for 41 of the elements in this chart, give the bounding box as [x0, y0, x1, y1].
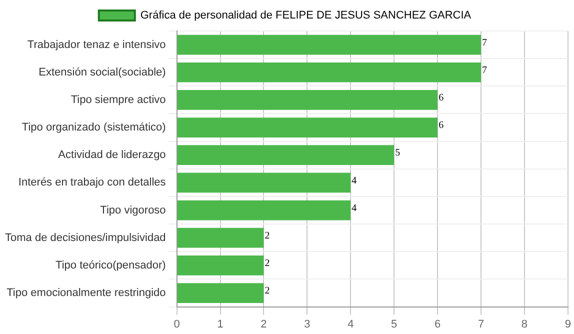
data-label: 6 [438, 120, 444, 132]
data-label: 2 [264, 286, 270, 297]
y-tick-label: Tipo emocionalmente restringido [6, 287, 166, 300]
x-tick-label: 0 [174, 318, 180, 330]
y-tick-label: Trabajador tenaz e intensivo [27, 38, 166, 51]
x-tick-label: 7 [478, 318, 484, 330]
data-label: 7 [482, 64, 488, 76]
bar [177, 228, 264, 248]
y-tick-label: Tipo siempre activo [70, 94, 166, 106]
x-tick-label: 3 [304, 318, 310, 330]
legend-label: Gráfica de personalidad de FELIPE DE JESUS SANCHEZ GARCIA [140, 10, 472, 22]
y-tick-label: Toma de decisiones/impulsividad [4, 232, 166, 244]
bar [177, 145, 394, 166]
y-tick-label: Actividad de liderazgo [58, 149, 166, 162]
x-tick-label: 4 [348, 318, 354, 330]
data-label: 2 [264, 230, 270, 242]
bar [177, 256, 264, 276]
bar [177, 118, 438, 138]
bar [177, 200, 351, 220]
x-tick-label: 2 [260, 318, 267, 330]
y-tick-label: Tipo organizado (sistemático) [22, 122, 166, 134]
x-tick-label: 9 [564, 318, 572, 330]
bar [177, 62, 482, 82]
y-tick-label: Tipo vigoroso [100, 204, 166, 216]
x-tick-label: 1 [217, 318, 224, 330]
data-label: 7 [482, 37, 488, 48]
data-label: 5 [395, 148, 400, 159]
x-tick-label: 6 [434, 318, 441, 330]
data-label: 6 [438, 92, 444, 104]
x-tick-label: 8 [521, 318, 528, 330]
bar [177, 90, 438, 110]
bar [177, 283, 264, 303]
y-tick-label: Tipo teórico(pensador) [56, 259, 166, 272]
data-label: 2 [264, 258, 270, 270]
y-tick-label: Extensión social(sociable) [38, 66, 166, 78]
data-label: 4 [352, 175, 357, 186]
x-tick-label: 5 [391, 318, 398, 330]
bar [177, 34, 482, 55]
data-label: 4 [352, 202, 357, 214]
bar [177, 172, 351, 193]
y-tick-label: Interés en trabajo con detalles [18, 176, 166, 189]
